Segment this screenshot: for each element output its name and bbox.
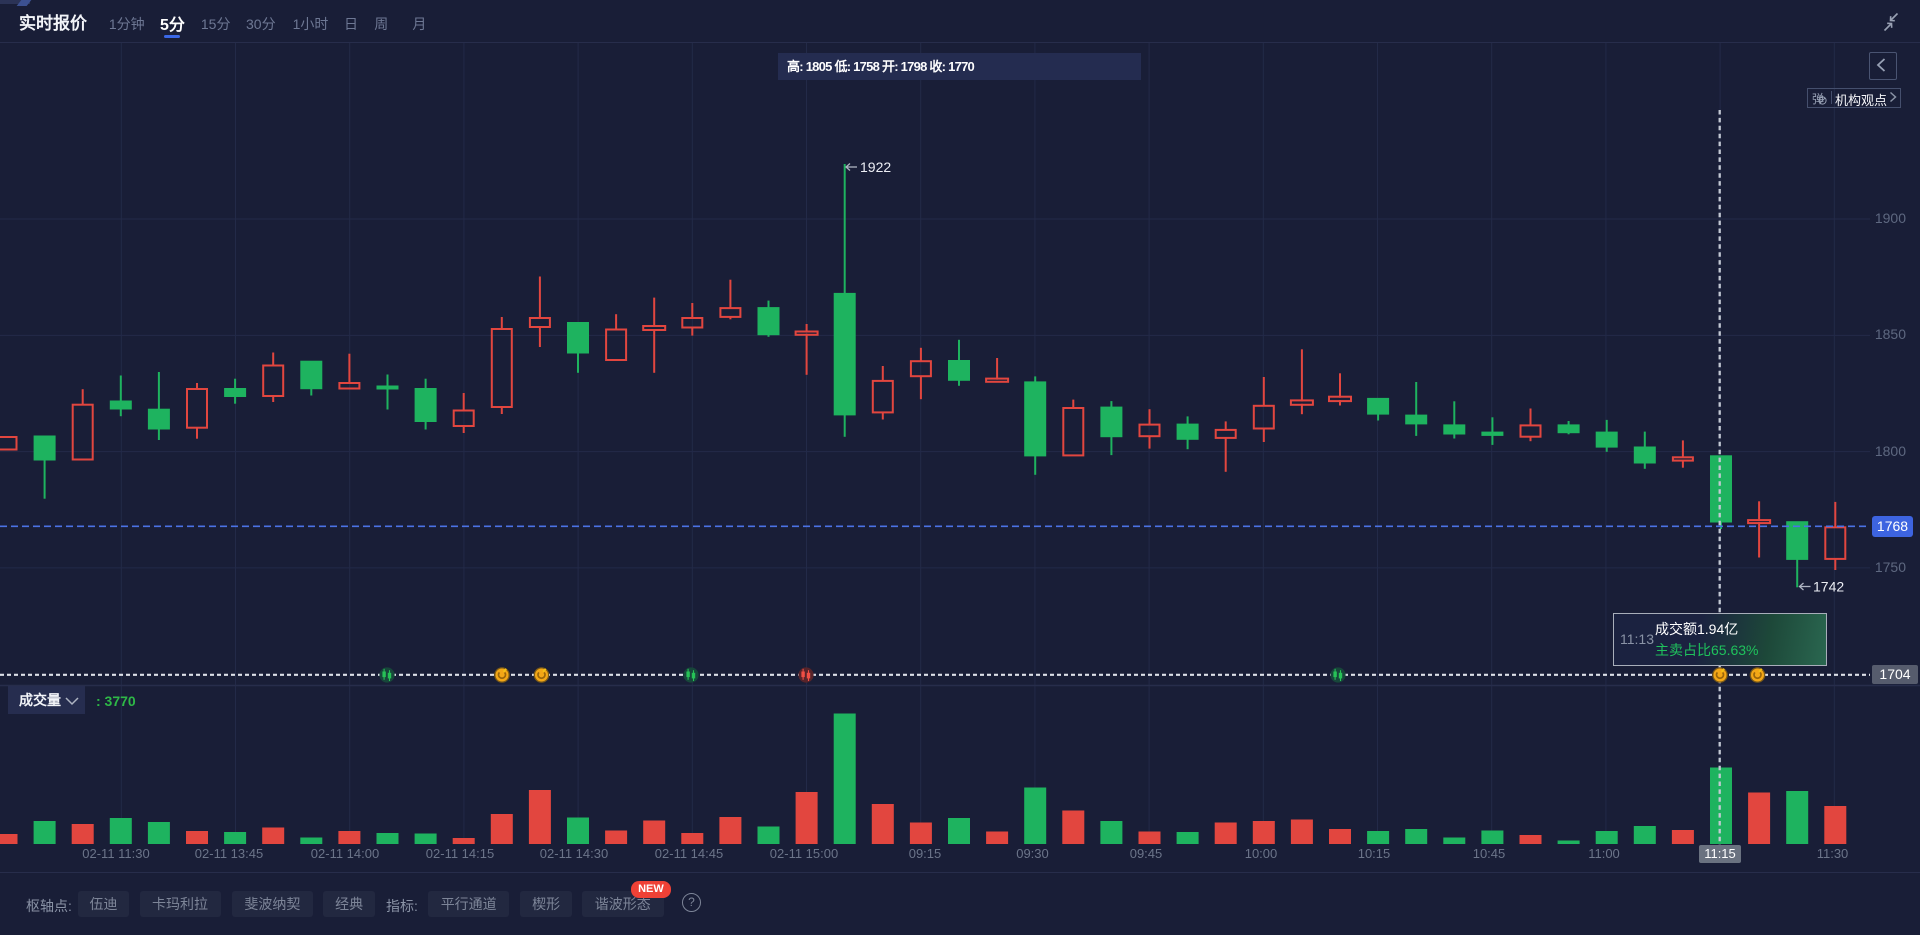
- svg-text:1922: 1922: [860, 159, 891, 175]
- svg-text:1742: 1742: [1813, 579, 1844, 595]
